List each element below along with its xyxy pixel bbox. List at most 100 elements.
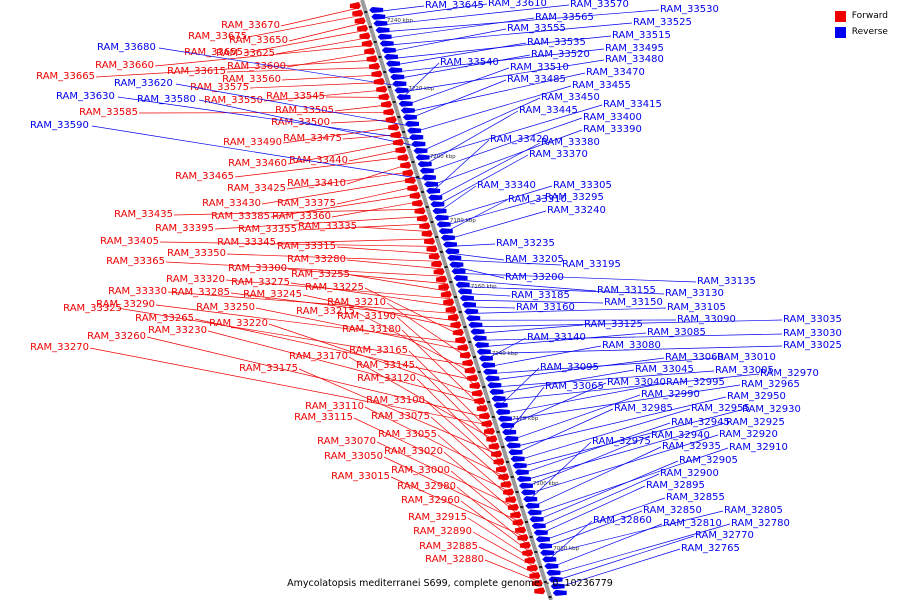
reverse-gene-mark: [521, 489, 535, 495]
reverse-gene-mark: [536, 536, 550, 542]
reverse-gene-mark: [397, 94, 411, 100]
forward-gene-label: RAM_33660: [95, 60, 154, 71]
reverse-gene-mark: [411, 141, 425, 147]
kbp-tick-label: 7200 kbp: [430, 154, 456, 160]
forward-gene-mark: [424, 238, 435, 245]
reverse-gene-label: RAM_33470: [586, 67, 645, 78]
forward-gene-label: RAM_33280: [287, 254, 346, 265]
forward-gene-mark: [517, 534, 528, 541]
reverse-gene-label: RAM_33340: [477, 180, 536, 191]
reverse-gene-mark: [489, 389, 503, 395]
reverse-gene-label: RAM_32900: [660, 468, 719, 479]
reverse-gene-mark: [504, 436, 518, 442]
forward-gene-mark: [415, 207, 426, 214]
forward-gene-mark: [386, 116, 397, 123]
forward-gene-label: RAM_33250: [196, 302, 255, 313]
reverse-gene-mark: [540, 550, 554, 556]
forward-gene-mark: [513, 519, 524, 526]
forward-gene-label: RAM_33315: [277, 241, 336, 252]
reverse-gene-label: RAM_33390: [583, 124, 642, 135]
reverse-gene-mark: [369, 7, 383, 13]
forward-gene-mark: [522, 549, 533, 556]
reverse-gene-label: RAM_33035: [783, 314, 842, 325]
reverse-gene-mark: [464, 309, 478, 315]
reverse-gene-mark: [394, 87, 408, 93]
reverse-gene-mark: [553, 590, 567, 596]
reverse-gene-label: RAM_32935: [662, 441, 721, 452]
reverse-gene-label: RAM_32925: [726, 417, 785, 428]
forward-gene-label: RAM_33245: [243, 289, 302, 300]
reverse-gene-label: RAM_33040: [607, 377, 666, 388]
forward-gene-mark: [371, 70, 382, 77]
forward-gene-mark: [352, 10, 363, 17]
axis-tick: [497, 431, 500, 433]
axis-tick: [454, 296, 457, 298]
forward-gene-mark: [494, 458, 505, 465]
reverse-gene-mark: [462, 302, 476, 308]
reverse-gene-mark: [498, 416, 512, 422]
reverse-gene-mark: [538, 543, 552, 549]
reverse-gene-label: RAM_33515: [612, 30, 671, 41]
forward-gene-mark: [515, 526, 526, 533]
reverse-gene-mark: [409, 134, 423, 140]
forward-gene-mark: [364, 48, 375, 55]
reverse-gene-mark: [373, 20, 387, 26]
reverse-gene-mark: [435, 215, 449, 221]
reverse-gene-mark: [447, 255, 461, 261]
reverse-gene-label: RAM_32765: [681, 543, 740, 554]
reverse-gene-label: RAM_33185: [511, 290, 570, 301]
reverse-gene-mark: [432, 208, 446, 214]
reverse-gene-label: RAM_33590: [30, 120, 89, 131]
axis-tick: [511, 476, 514, 478]
reverse-gene-label: RAM_33045: [635, 364, 694, 375]
reverse-gene-mark: [426, 188, 440, 194]
forward-connector: [347, 164, 408, 184]
forward-connector: [337, 247, 436, 254]
axis-tick: [530, 536, 533, 538]
forward-gene-label: RAM_33115: [294, 412, 353, 423]
forward-gene-mark: [400, 162, 411, 169]
forward-gene-label: RAM_33270: [30, 342, 89, 353]
axis-tick: [364, 11, 367, 13]
reverse-gene-label: RAM_33570: [570, 0, 629, 10]
forward-gene-label: RAM_33440: [289, 155, 348, 166]
axis-tick: [539, 566, 542, 568]
forward-gene-label: RAM_33015: [331, 471, 390, 482]
reverse-gene-mark: [475, 342, 489, 348]
forward-gene-label: RAM_33120: [357, 373, 416, 384]
reverse-gene-mark: [416, 154, 430, 160]
forward-gene-label: RAM_33075: [371, 411, 430, 422]
axis-tick: [378, 56, 381, 58]
reverse-gene-mark: [418, 161, 432, 167]
reverse-gene-mark: [481, 362, 495, 368]
reverse-gene-mark: [534, 530, 548, 536]
axis-tick: [374, 41, 377, 43]
forward-connector: [139, 112, 391, 113]
forward-gene-label: RAM_33055: [378, 429, 437, 440]
axis-tick: [478, 371, 481, 373]
reverse-gene-label: RAM_32995: [666, 377, 725, 388]
reverse-gene-mark: [371, 14, 385, 20]
axis-tick: [492, 416, 495, 418]
reverse-gene-mark: [530, 516, 544, 522]
reverse-gene-mark: [392, 81, 406, 87]
forward-gene-mark: [407, 184, 418, 191]
reverse-gene-label: RAM_33540: [440, 57, 499, 68]
forward-gene-mark: [395, 146, 406, 153]
reverse-gene-mark: [449, 262, 463, 268]
axis-tick: [412, 161, 415, 163]
reverse-gene-label: RAM_33610: [488, 0, 547, 9]
forward-gene-mark: [484, 428, 495, 435]
axis-tick: [416, 176, 419, 178]
axis-tick: [482, 386, 485, 388]
forward-gene-label: RAM_33165: [349, 345, 408, 356]
reverse-gene-label: RAM_32975: [592, 436, 651, 447]
forward-gene-mark: [362, 40, 373, 47]
reverse-gene-label: RAM_33445: [519, 105, 578, 116]
legend-reverse-label: Reverse: [852, 27, 888, 37]
forward-gene-label: RAM_33545: [266, 91, 325, 102]
forward-gene-label: RAM_32980: [397, 481, 456, 492]
reverse-gene-label: RAM_33555: [507, 23, 566, 34]
